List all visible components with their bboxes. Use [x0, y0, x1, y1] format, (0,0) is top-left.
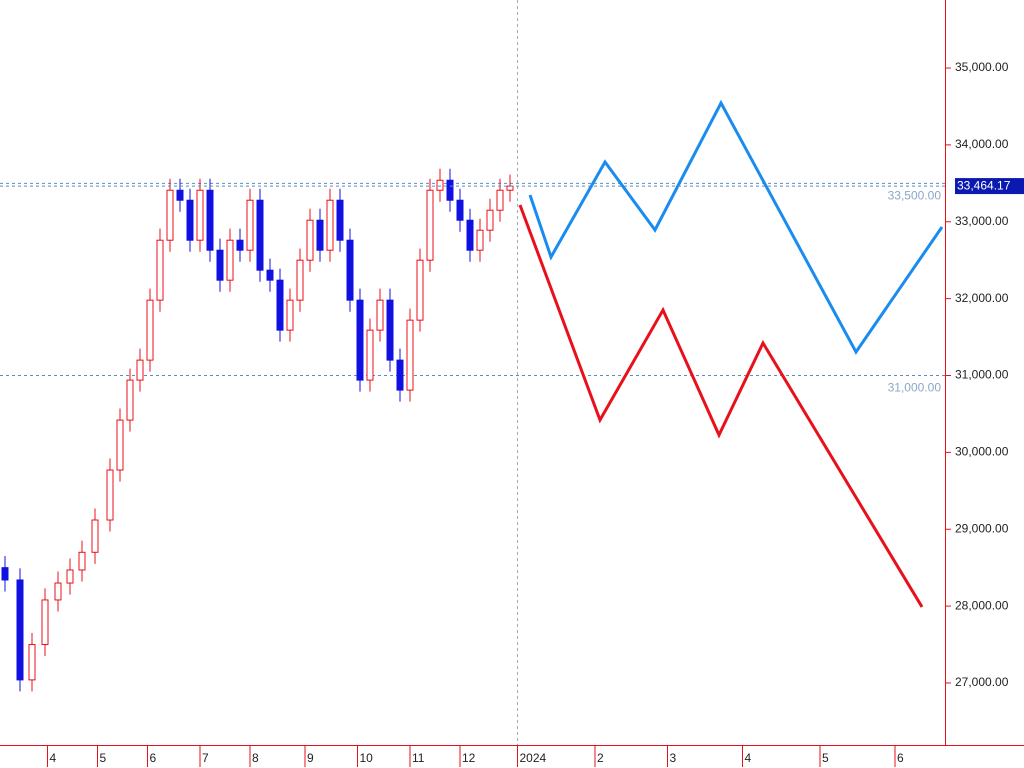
candle-body: [376, 299, 384, 331]
candle-body: [146, 299, 154, 361]
x-tick-label: 10: [360, 751, 374, 765]
x-tick-label: 8: [252, 751, 259, 765]
x-tick-label: 6: [897, 751, 904, 765]
y-tick-label: 28,000.00: [955, 598, 1009, 612]
x-tick-label: 12: [462, 751, 476, 765]
candle-body: [406, 319, 414, 391]
x-tick-label: 2024: [520, 751, 547, 765]
candle-body: [346, 239, 354, 301]
candle-body: [456, 199, 464, 221]
candle-body: [54, 582, 62, 601]
candle-body: [356, 299, 364, 381]
candle-body: [16, 579, 24, 681]
candle-body: [306, 219, 314, 261]
x-tick-label: 4: [50, 751, 57, 765]
candle-body: [66, 569, 74, 584]
candle-body: [266, 269, 274, 281]
x-tick-label: 7: [202, 751, 209, 765]
candle-body: [296, 259, 304, 301]
y-tick-label: 31,000.00: [955, 368, 1009, 382]
y-tick-label: 32,000.00: [955, 291, 1009, 305]
candle-body: [78, 551, 86, 571]
candle-body: [336, 199, 344, 241]
last-price-box: [955, 178, 1024, 195]
x-tick-label: 5: [822, 751, 829, 765]
candle-body: [386, 299, 394, 361]
candle-body: [186, 199, 194, 241]
candle-body: [416, 259, 424, 321]
candle-body: [1, 567, 9, 581]
x-tick-label: 4: [745, 751, 752, 765]
x-tick-label: 2: [597, 751, 604, 765]
y-tick-label: 33,000.00: [955, 214, 1009, 228]
x-tick-label: 9: [307, 751, 314, 765]
candle-body: [256, 199, 264, 271]
candle-body: [496, 189, 504, 211]
candle-body: [91, 519, 99, 553]
candle-body: [506, 185, 514, 191]
candle-body: [466, 219, 474, 251]
candle-body: [426, 189, 434, 261]
candle-body: [116, 419, 124, 471]
reference-label: 31,000.00: [888, 381, 942, 395]
projection-line: [518, 204, 924, 608]
y-tick-label: 30,000.00: [955, 445, 1009, 459]
candle-body: [166, 189, 174, 241]
candle-body: [476, 229, 484, 251]
last-price-label: 33,464.17: [957, 178, 1011, 192]
y-tick-label: 35,000.00: [955, 60, 1009, 74]
y-tick-label: 27,000.00: [955, 675, 1009, 689]
x-tick-label: 5: [100, 751, 107, 765]
candle-body: [396, 359, 404, 391]
candle-body: [216, 249, 224, 281]
candle-body: [276, 279, 284, 331]
candle-body: [286, 299, 294, 331]
x-tick-label: 3: [670, 751, 677, 765]
candle-body: [41, 599, 49, 646]
candle-body: [236, 239, 244, 251]
projection-line: [528, 99, 944, 355]
candle-body: [156, 239, 164, 301]
candle-body: [326, 199, 334, 251]
reference-label: 33,500.00: [888, 189, 942, 203]
candle-body: [28, 644, 36, 681]
x-tick-label: 6: [150, 751, 157, 765]
candle-body: [246, 199, 254, 251]
candle-body: [196, 189, 204, 241]
candle-body: [446, 179, 454, 201]
candle-body: [436, 179, 444, 191]
candle-body: [486, 209, 494, 231]
candle-body: [366, 329, 374, 381]
candle-body: [206, 189, 214, 251]
x-tick-label: 11: [412, 751, 425, 765]
candle-body: [126, 379, 134, 421]
candle-body: [316, 219, 324, 251]
candle-body: [226, 239, 234, 281]
candle-body: [176, 189, 184, 201]
y-tick-label: 34,000.00: [955, 137, 1009, 151]
y-tick-label: 29,000.00: [955, 521, 1009, 535]
candle-body: [136, 359, 144, 381]
candle-body: [106, 469, 114, 521]
